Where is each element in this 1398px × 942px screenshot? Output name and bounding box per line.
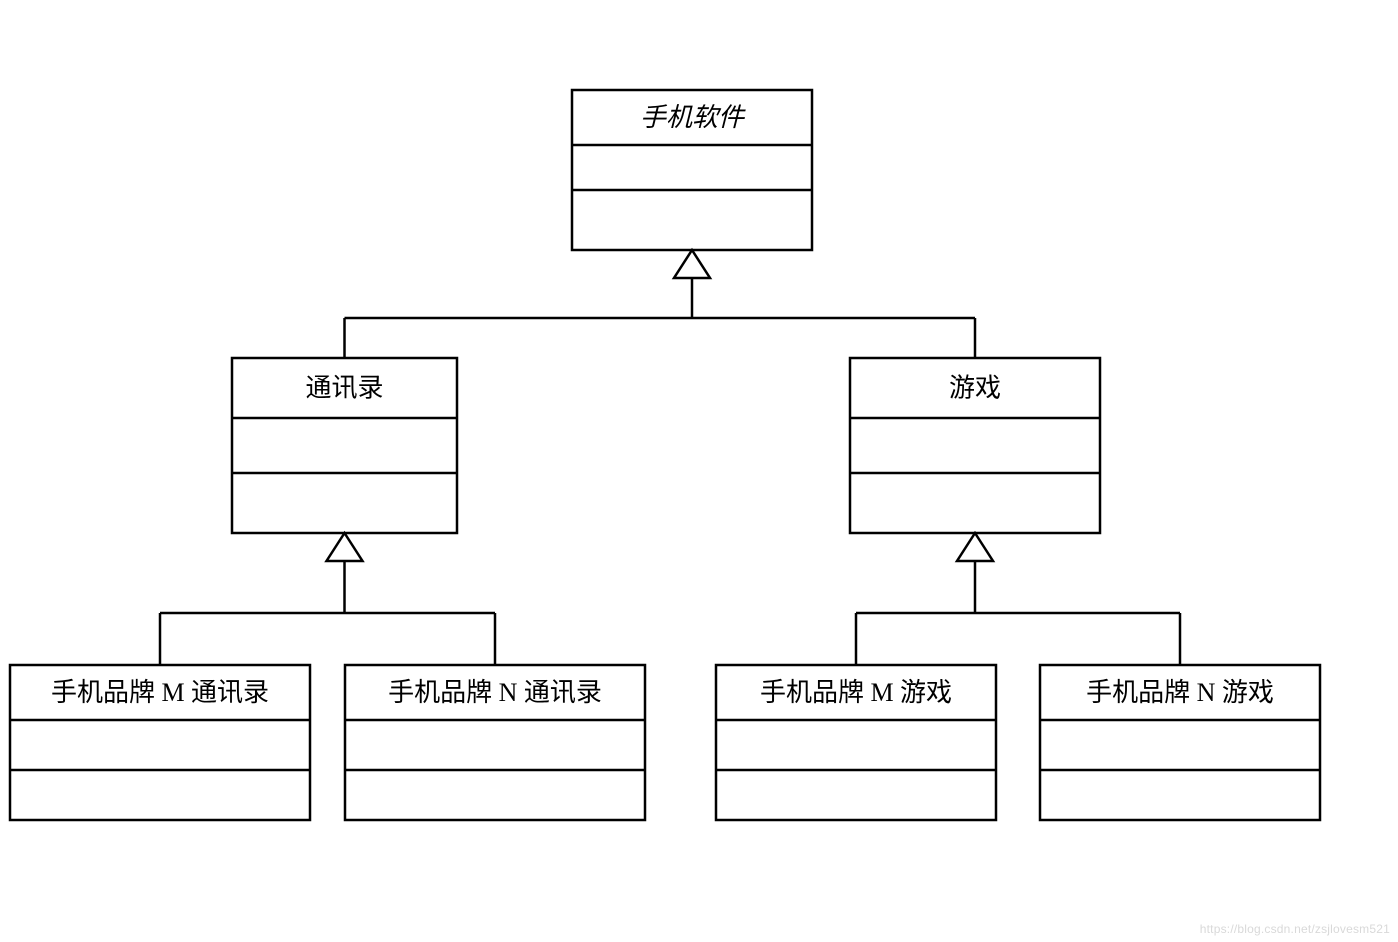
uml-diagram: 手机软件通讯录 游戏手机品牌 M 通讯录 手机品牌 N 通讯录 手机品牌 M 游戏 手机… (0, 0, 1398, 942)
uml-class-title: 手机品牌 N 通讯录 (388, 678, 602, 707)
uml-class-r_b: 手机品牌 N 游戏 (1040, 665, 1320, 820)
uml-class-title: 手机软件 (640, 103, 746, 132)
inheritance-arrowhead (957, 533, 993, 561)
uml-class-root: 手机软件 (572, 90, 812, 250)
uml-class-mid_r: 游戏 (850, 358, 1100, 533)
uml-class-title: 游戏 (949, 374, 1001, 403)
uml-class-title: 手机品牌 N 游戏 (1086, 678, 1274, 707)
uml-class-title: 通讯录 (305, 374, 383, 403)
inheritance-arrowhead (327, 533, 363, 561)
uml-class-l_b: 手机品牌 N 通讯录 (345, 665, 645, 820)
uml-class-r_a: 手机品牌 M 游戏 (716, 665, 996, 820)
uml-class-title: 手机品牌 M 通讯录 (51, 678, 269, 707)
uml-class-l_a: 手机品牌 M 通讯录 (10, 665, 310, 820)
watermark-text: https://blog.csdn.net/zsjlovesm521 (1200, 922, 1390, 936)
uml-class-title: 手机品牌 M 游戏 (760, 678, 952, 707)
inheritance-arrowhead (674, 250, 710, 278)
uml-class-mid_l: 通讯录 (232, 358, 457, 533)
